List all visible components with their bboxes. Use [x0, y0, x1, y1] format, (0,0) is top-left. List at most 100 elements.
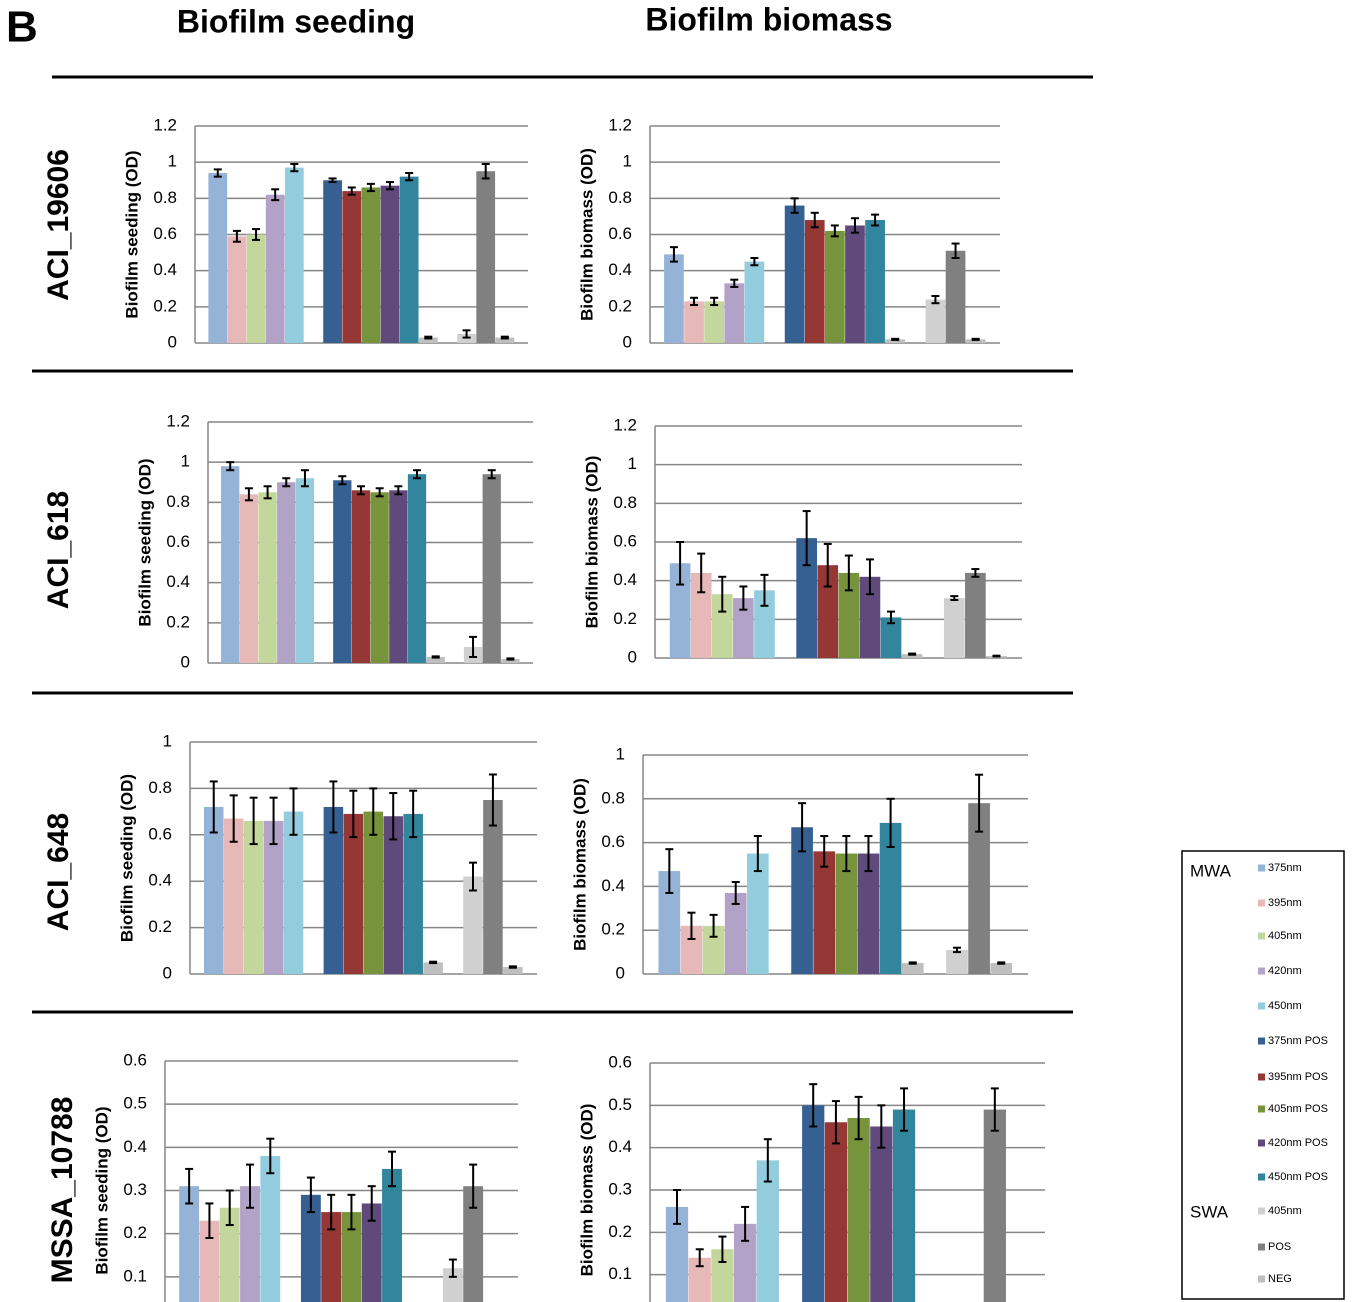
bar — [879, 822, 902, 974]
error-bar — [405, 172, 414, 182]
bar — [361, 1203, 382, 1302]
error-bar — [886, 797, 895, 848]
y-tick-label: 0.6 — [608, 1052, 632, 1071]
bar — [295, 478, 315, 663]
bar — [754, 590, 775, 658]
bar — [711, 1249, 734, 1302]
bar — [501, 658, 520, 663]
bar — [796, 538, 817, 658]
error-bar — [802, 510, 811, 567]
y-tick-label: 1 — [181, 452, 190, 471]
y-tick-label: 0.3 — [123, 1180, 147, 1199]
error-bar — [763, 1138, 772, 1183]
legend-label: 405nm — [1268, 1205, 1302, 1217]
y-tick-label: 0.4 — [148, 871, 172, 890]
bar — [925, 299, 946, 343]
error-bar — [448, 1258, 457, 1278]
bar — [845, 225, 865, 343]
legend-label: 405nm — [1268, 930, 1302, 942]
error-bar — [225, 1189, 234, 1227]
bar — [227, 236, 247, 343]
error-bar — [386, 181, 395, 191]
bar — [363, 811, 384, 974]
bar — [968, 803, 990, 974]
error-bar — [252, 228, 261, 241]
bar — [825, 230, 845, 343]
bar — [476, 171, 496, 343]
error-bar — [429, 960, 438, 965]
bar — [901, 654, 923, 658]
bar — [665, 1206, 689, 1302]
y-tick-label: 0.1 — [608, 1264, 632, 1283]
error-bar — [469, 1163, 478, 1209]
error-bar — [462, 329, 471, 339]
bar — [239, 494, 259, 663]
y-tick-label: 1 — [616, 744, 625, 763]
bar — [945, 250, 966, 343]
y-tick-label: 1 — [628, 454, 637, 473]
y-tick-label: 0.6 — [153, 224, 177, 243]
y-tick-label: 0.4 — [608, 260, 632, 279]
error-bar — [823, 542, 832, 588]
y-tick-label: 0.5 — [608, 1095, 632, 1114]
y-tick-label: 0.4 — [153, 260, 177, 279]
y-tick-label: 0.2 — [148, 917, 172, 936]
error-bar — [349, 789, 358, 839]
legend-heading: MWA — [1190, 861, 1232, 880]
bar — [503, 967, 523, 974]
error-bar — [369, 787, 378, 836]
bar — [880, 617, 902, 658]
y-tick-label: 0 — [163, 963, 172, 982]
error-bar — [971, 568, 980, 578]
bar — [426, 656, 445, 663]
bar — [284, 167, 304, 343]
error-bar — [975, 773, 984, 833]
bar — [744, 261, 765, 343]
error-bar — [741, 1205, 750, 1242]
bar — [343, 813, 364, 974]
error-bar — [481, 162, 490, 180]
bar — [380, 185, 400, 343]
bar — [403, 813, 423, 974]
bar — [383, 816, 403, 974]
bar — [664, 254, 684, 343]
bar — [684, 301, 704, 343]
y-axis-label: Biofilm biomass (OD) — [582, 456, 601, 629]
bar — [746, 853, 769, 974]
bar — [669, 563, 691, 658]
bar — [680, 925, 703, 974]
legend-swatch — [1258, 1275, 1265, 1283]
legend-swatch — [1258, 1173, 1265, 1181]
error-bar — [676, 541, 685, 586]
error-bar — [809, 1083, 818, 1128]
legend-label: 420nm POS — [1268, 1137, 1328, 1149]
y-tick-label: 0.6 — [123, 1050, 147, 1069]
error-bar — [871, 213, 880, 227]
error-bar — [891, 337, 900, 341]
bar — [199, 1220, 220, 1302]
y-tick-label: 0 — [181, 652, 190, 671]
y-tick-label: 0.8 — [608, 188, 632, 207]
error-bar — [760, 573, 769, 607]
error-bar — [753, 835, 762, 873]
error-bar — [366, 182, 375, 193]
row-label: ACI_648 — [42, 813, 75, 931]
bar — [258, 492, 277, 663]
error-bar — [500, 335, 509, 340]
error-bar — [730, 278, 739, 288]
error-bar — [842, 835, 851, 873]
bar — [756, 1160, 779, 1302]
error-bar — [931, 294, 940, 305]
y-tick-label: 0.6 — [613, 531, 637, 550]
legend-swatch — [1258, 1243, 1265, 1251]
bar — [784, 205, 805, 343]
error-bar — [289, 787, 298, 836]
bar — [321, 1212, 342, 1302]
bar — [838, 572, 860, 658]
bar — [283, 811, 304, 974]
bar — [219, 1207, 240, 1302]
bar — [733, 598, 754, 658]
error-bar — [877, 1104, 886, 1149]
error-bar — [213, 168, 222, 178]
y-tick-label: 0.2 — [601, 920, 625, 939]
